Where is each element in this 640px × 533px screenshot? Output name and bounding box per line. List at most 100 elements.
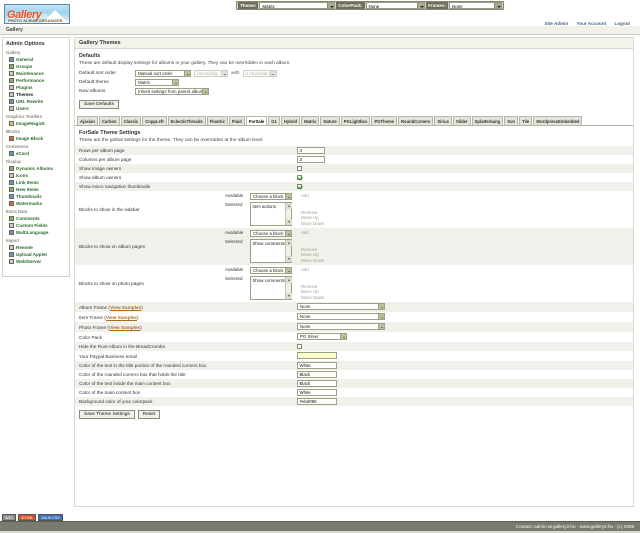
tab-sun[interactable]: Sun (504, 116, 519, 125)
move-up-button[interactable]: Move Up (301, 215, 319, 220)
sidebar-item-users[interactable]: Users (6, 105, 67, 112)
tab-splatterbang[interactable]: Splatterbang (471, 116, 504, 125)
add-block-button[interactable]: Add (301, 230, 309, 235)
default-theme-select[interactable]: Matrix (135, 79, 179, 86)
color-input[interactable]: Black (297, 380, 337, 387)
remove-block-button[interactable]: Remove (301, 209, 318, 215)
sort-preset-select[interactable]: a no preset a (242, 70, 277, 77)
theme-preview-toolbar[interactable]: Theme: Matrix ColorPack: None Frames: No… (236, 1, 504, 10)
sidebar-item-watermarks[interactable]: Watermarks (6, 200, 67, 207)
sidebar-item-plugins[interactable]: Plugins (6, 84, 67, 91)
sidebar-item-imagemagick[interactable]: ImageMagick (6, 120, 67, 127)
toolbar-colorpack-select[interactable]: None (365, 2, 426, 9)
save-defaults-button[interactable]: Save Defaults (79, 100, 119, 109)
badge-xhtml[interactable]: XHTML (18, 514, 37, 521)
horizontal-scrollbar[interactable] (0, 531, 640, 533)
selected-blocks-listbox[interactable]: item actions (250, 202, 292, 226)
checkbox-hide-root-album[interactable] (297, 343, 302, 349)
color-input[interactable]: #ebd095 (297, 398, 337, 405)
remove-block-button[interactable]: Remove (301, 246, 318, 252)
listbox-scrollbar[interactable] (285, 240, 292, 262)
checkbox-show-album-owners[interactable] (297, 174, 302, 180)
checkbox-show-micro-navigation-thumbnails[interactable] (297, 183, 302, 189)
tab-nature[interactable]: Nature (320, 116, 340, 125)
chevron-down-icon[interactable] (286, 293, 292, 299)
sidebar-item-upload-applet[interactable]: Upload Applet (6, 251, 67, 258)
selected-blocks-listbox[interactable]: Show comments (250, 276, 292, 300)
frame-select[interactable]: None (297, 303, 385, 310)
tab-ajaxian[interactable]: Ajaxian (77, 116, 98, 125)
sidebar-item-remote[interactable]: Remote (6, 244, 67, 251)
input-rows-per-album-page[interactable]: 3 (297, 147, 325, 154)
logout-link[interactable]: Logout (614, 21, 630, 26)
tab-classic[interactable]: Classic (120, 116, 142, 125)
checkbox-show-image-owners[interactable] (297, 165, 302, 171)
sidebar-item-icons[interactable]: Icons (6, 172, 67, 179)
sidebar-item-thumbnails[interactable]: Thumbnails (6, 193, 67, 200)
color-input[interactable]: White (297, 362, 337, 369)
sidebar-item-image-block[interactable]: Image Block (6, 135, 67, 142)
list-item[interactable]: Show comments (252, 241, 285, 246)
badge-valid-css[interactable]: VALID CSS (38, 514, 63, 521)
view-samples-link[interactable]: View Samples (105, 314, 138, 320)
move-down-button[interactable]: Move Down (301, 220, 325, 226)
paypal-email-input[interactable] (297, 352, 337, 359)
your-account-link[interactable]: Your Account (576, 21, 607, 26)
available-block-select[interactable]: Choose a block (250, 230, 292, 237)
tab-g1[interactable]: G1 (268, 116, 280, 125)
badge-w3c[interactable]: W3C (2, 514, 16, 521)
sidebar-item-groups[interactable]: Groups (6, 63, 67, 70)
remove-block-button[interactable]: Remove (301, 283, 318, 289)
reset-button[interactable]: Reset (137, 410, 161, 419)
tab-siriux[interactable]: Siriux (434, 116, 452, 125)
tab-pglightbox[interactable]: PGLightbox (340, 116, 371, 125)
sidebar-item-maintenance[interactable]: Maintenance (6, 70, 67, 77)
tab-hybrid[interactable]: Hybrid (280, 116, 301, 125)
chevron-up-icon[interactable] (286, 240, 292, 246)
sidebar-item-new-items[interactable]: New Items (6, 186, 67, 193)
tab-wordpressembedded[interactable]: WordpressEmbedded (533, 116, 583, 125)
add-block-button[interactable]: Add (301, 193, 309, 198)
tab-floatrix[interactable]: Floatrix (206, 116, 228, 125)
selected-blocks-listbox[interactable]: Show comments (250, 239, 292, 263)
input-columns-per-album-page[interactable]: 3 (297, 156, 325, 163)
sidebar-item-performance[interactable]: Performance (6, 77, 67, 84)
tab-forsale[interactable]: ForSale (245, 116, 268, 125)
chevron-up-icon[interactable] (286, 203, 292, 209)
tab-fluid[interactable]: Fluid (228, 116, 245, 125)
frame-select[interactable]: None (297, 323, 385, 330)
save-theme-settings-button[interactable]: Save Theme Settings (79, 410, 135, 419)
move-down-button[interactable]: Move Down (301, 294, 325, 300)
view-samples-link[interactable]: View Samples (108, 324, 141, 330)
new-albums-select[interactable]: Inherit settings from parent album (135, 88, 209, 95)
sidebar-item-custom-fields[interactable]: Custom Fields (6, 222, 67, 229)
default-sort-order-select[interactable]: Manual sort order (135, 70, 191, 77)
tab-matrix[interactable]: Matrix (301, 116, 320, 125)
list-item[interactable]: item actions (252, 204, 276, 209)
gallery-logo[interactable]: Gallery PHOTO ALBUM ORGANIZER (4, 4, 70, 24)
sort-direction-select[interactable]: Ascending (194, 70, 228, 77)
tab-slider[interactable]: Slider (452, 116, 471, 125)
toolbar-theme-select[interactable]: Matrix (259, 2, 336, 9)
color-input[interactable]: Black (297, 371, 337, 378)
listbox-scrollbar[interactable] (285, 203, 292, 225)
available-block-select[interactable]: Choose a block (250, 267, 292, 274)
breadcrumb[interactable]: Gallery (6, 27, 23, 33)
sidebar-item-web-server[interactable]: Web/Server (6, 258, 67, 265)
frame-select[interactable]: None (297, 313, 385, 320)
sidebar-item-dynamic-albums[interactable]: Dynamic Albums (6, 165, 67, 172)
tab-roundcorners[interactable]: RoundCorners (398, 116, 434, 125)
move-down-button[interactable]: Move Down (301, 257, 325, 263)
tab-carbon[interactable]: Carbon (98, 116, 120, 125)
sidebar-item-multilanguage[interactable]: MultiLanguage (6, 229, 67, 236)
move-up-button[interactable]: Move Up (301, 252, 319, 257)
site-admin-link[interactable]: Site Admin (544, 21, 569, 26)
sidebar-item-url-rewrite[interactable]: URL Rewrite (6, 98, 67, 105)
sidebar-item-comments[interactable]: Comments (6, 215, 67, 222)
sidebar-item-link-items[interactable]: Link Items (6, 179, 67, 186)
view-samples-link[interactable]: View Samples (110, 304, 142, 310)
list-item[interactable]: Show comments (252, 278, 285, 283)
tab-tile[interactable]: Tile (519, 116, 533, 125)
color-input[interactable]: White (297, 389, 337, 396)
sidebar-item-ecard[interactable]: eCard (6, 150, 67, 157)
